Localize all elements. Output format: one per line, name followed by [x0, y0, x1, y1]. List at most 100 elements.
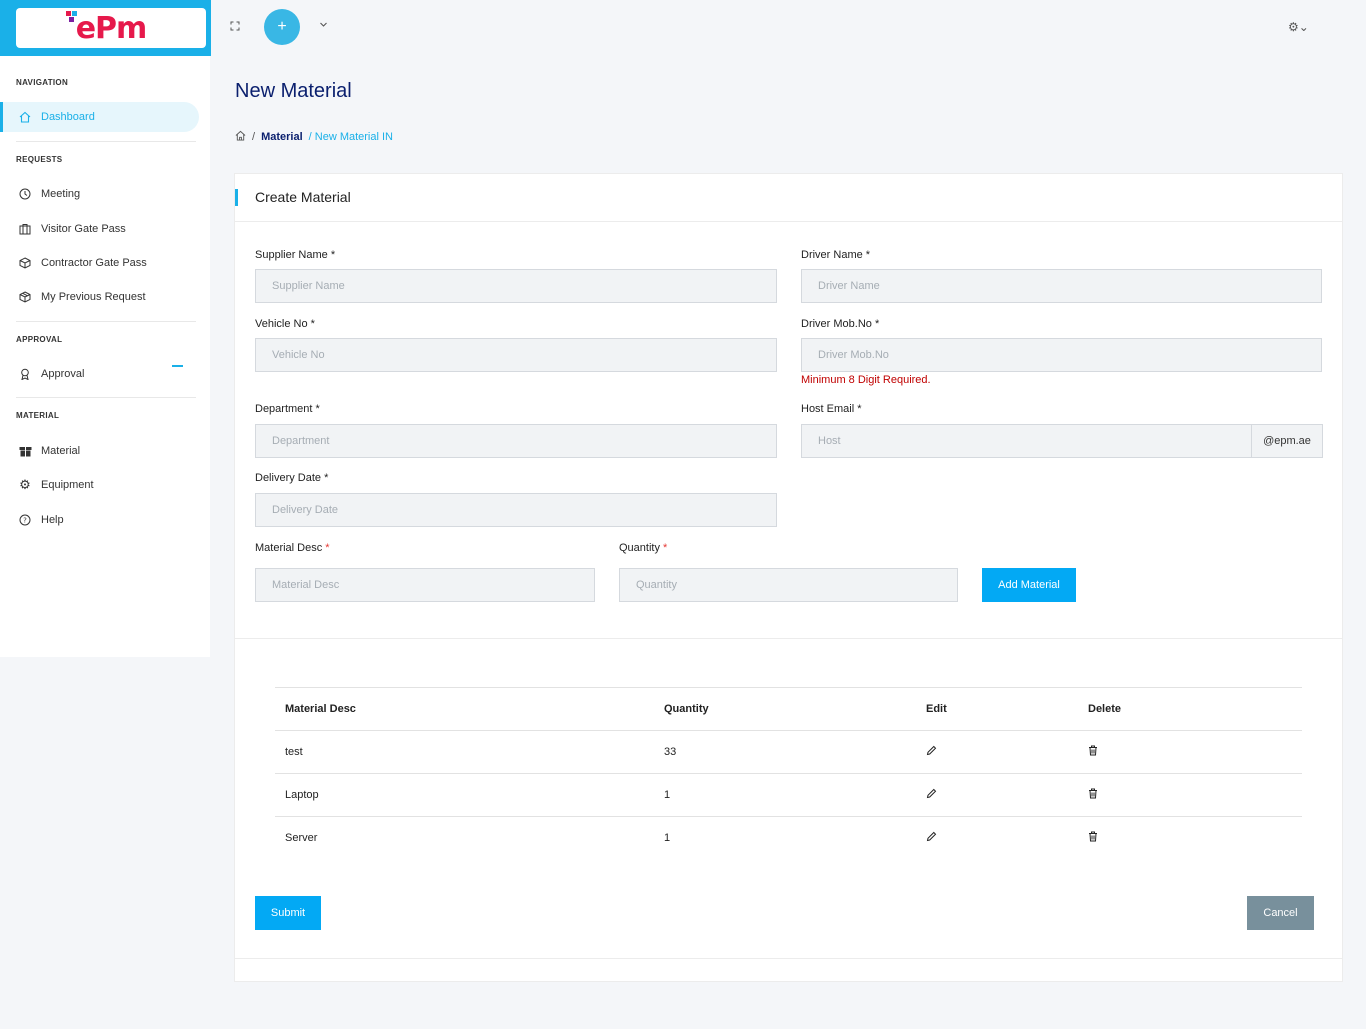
collapse-icon[interactable] — [172, 365, 183, 367]
sidebar-item-label: Material — [41, 445, 81, 457]
settings-gear-icon[interactable]: ⚙⌄ — [1288, 20, 1309, 34]
sidebar-item-label: Dashboard — [41, 111, 95, 123]
svg-text:?: ? — [23, 517, 27, 525]
nav-heading-approval: APPROVAL — [16, 335, 63, 344]
required-mark: * — [663, 542, 668, 554]
logo[interactable]: ePm — [16, 8, 206, 48]
quantity-input[interactable] — [619, 568, 958, 602]
home-icon[interactable] — [235, 130, 246, 144]
table-row: test 33 — [275, 730, 1302, 773]
breadcrumb: / Material / New Material IN — [235, 130, 393, 144]
material-desc-label: Material Desc * — [255, 542, 330, 554]
email-domain-addon: @epm.ae — [1251, 424, 1323, 458]
edit-pencil-icon[interactable] — [926, 831, 937, 845]
sidebar-item-equipment[interactable]: ⚙ Equipment — [0, 470, 199, 500]
brand-header: ePm — [0, 0, 211, 56]
fullscreen-icon[interactable] — [230, 21, 242, 33]
cancel-button[interactable]: Cancel — [1247, 896, 1314, 930]
sidebar-item-visitor-gate-pass[interactable]: Visitor Gate Pass — [0, 214, 199, 244]
sidebar-item-approval[interactable]: Approval — [0, 359, 199, 389]
card-header: Create Material — [235, 174, 1342, 222]
table-header-row: Material Desc Quantity Edit Delete — [275, 687, 1302, 730]
accent-bar — [235, 189, 238, 206]
plus-icon: + — [277, 18, 287, 35]
help-icon: ? — [18, 513, 32, 527]
delete-trash-icon[interactable] — [1088, 831, 1098, 845]
breadcrumb-separator: / — [252, 131, 256, 143]
column-header: Edit — [926, 703, 947, 715]
column-header: Quantity — [664, 703, 709, 715]
material-desc-label-text: Material Desc — [255, 542, 326, 554]
supplier-name-label: Supplier Name * — [255, 249, 336, 261]
sidebar-item-meeting[interactable]: Meeting — [0, 179, 199, 209]
logo-dots-icon — [65, 10, 80, 25]
driver-name-label: Driver Name * — [801, 249, 871, 261]
sidebar-item-contractor-gate-pass[interactable]: Contractor Gate Pass — [0, 248, 199, 278]
driver-mob-error: Minimum 8 Digit Required. — [801, 374, 931, 386]
department-label: Department * — [255, 403, 320, 415]
sidebar-item-label: Approval — [41, 368, 85, 380]
cell-qty: 1 — [664, 832, 671, 844]
sidebar-item-dashboard[interactable]: Dashboard — [0, 102, 199, 132]
vehicle-no-input[interactable] — [255, 338, 777, 372]
box-icon — [18, 290, 32, 304]
breadcrumb-current: / New Material IN — [308, 131, 393, 143]
sidebar-item-material[interactable]: Material — [0, 436, 199, 466]
table-row: Laptop 1 — [275, 773, 1302, 816]
home-icon — [18, 110, 32, 124]
page-title: New Material — [235, 80, 352, 102]
submit-button[interactable]: Submit — [255, 896, 321, 930]
divider — [16, 321, 196, 322]
delete-trash-icon[interactable] — [1088, 745, 1098, 759]
add-button[interactable]: + — [264, 9, 300, 45]
sidebar-item-label: Meeting — [41, 188, 81, 200]
chevron-down-icon[interactable] — [319, 20, 328, 32]
driver-mob-input[interactable] — [801, 338, 1322, 372]
divider — [235, 958, 1342, 959]
sidebar: NAVIGATION Dashboard REQUESTS Meeting Vi… — [0, 56, 210, 657]
nav-heading-navigation: NAVIGATION — [16, 78, 69, 87]
cell-qty: 33 — [664, 746, 677, 758]
department-input[interactable] — [255, 424, 777, 458]
cell-desc: test — [285, 746, 303, 758]
add-material-button[interactable]: Add Material — [982, 568, 1076, 602]
clock-icon — [18, 187, 32, 201]
award-icon — [18, 367, 32, 381]
breadcrumb-material[interactable]: Material — [261, 131, 303, 143]
sidebar-item-my-previous-request[interactable]: My Previous Request — [0, 282, 199, 312]
column-header: Material Desc — [285, 703, 356, 715]
edit-pencil-icon[interactable] — [926, 788, 937, 802]
delete-trash-icon[interactable] — [1088, 788, 1098, 802]
sidebar-item-help[interactable]: ? Help — [0, 505, 199, 535]
host-email-input[interactable] — [801, 424, 1252, 458]
divider — [16, 141, 196, 142]
sidebar-item-label: Help — [41, 514, 64, 526]
table-row: Server 1 — [275, 816, 1302, 859]
vehicle-no-label: Vehicle No * — [255, 318, 315, 330]
delivery-date-input[interactable] — [255, 493, 777, 527]
divider — [235, 638, 1342, 639]
sidebar-item-label: My Previous Request — [41, 291, 146, 303]
cell-qty: 1 — [664, 789, 671, 801]
column-header: Delete — [1088, 703, 1122, 715]
cell-desc: Laptop — [285, 789, 319, 801]
id-card-icon — [18, 222, 32, 236]
sidebar-item-label: Equipment — [41, 479, 94, 491]
cell-desc: Server — [285, 832, 318, 844]
sidebar-item-label: Contractor Gate Pass — [41, 257, 147, 269]
nav-heading-requests: REQUESTS — [16, 155, 63, 164]
materials-table: Material Desc Quantity Edit Delete test … — [275, 687, 1302, 859]
sidebar-item-label: Visitor Gate Pass — [41, 223, 126, 235]
supplier-name-input[interactable] — [255, 269, 777, 303]
required-mark: * — [325, 542, 330, 554]
gift-icon — [18, 444, 32, 458]
gears-icon: ⚙ — [19, 477, 31, 492]
edit-pencil-icon[interactable] — [926, 745, 937, 759]
host-email-label: Host Email * — [801, 403, 862, 415]
driver-name-input[interactable] — [801, 269, 1322, 303]
cube-icon — [18, 256, 32, 270]
material-desc-input[interactable] — [255, 568, 595, 602]
quantity-label: Quantity * — [619, 542, 667, 554]
delivery-date-label: Delivery Date * — [255, 472, 329, 484]
divider — [16, 397, 196, 398]
